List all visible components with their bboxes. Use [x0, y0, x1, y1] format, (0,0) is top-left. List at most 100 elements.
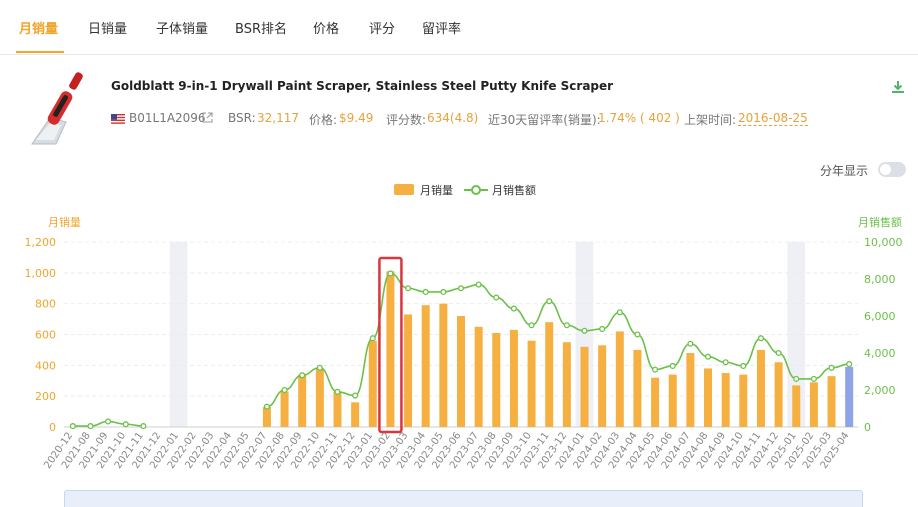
sales-bar	[404, 314, 413, 427]
sales-bar	[598, 345, 607, 427]
sales-bar	[439, 303, 448, 427]
y-left-tick-label: 800	[35, 298, 56, 311]
revenue-point	[316, 364, 323, 371]
sales-bar	[333, 391, 342, 427]
tab-bsr-rank[interactable]: BSR排名	[235, 22, 287, 37]
revenue-point	[793, 375, 800, 382]
revenue-point	[510, 305, 517, 312]
revenue-point	[69, 423, 76, 430]
tab-monthly-sales[interactable]: 月销量	[19, 22, 59, 37]
metric-tabs: 月销量 日销量 子体销量 BSR排名 价格 评分 留评率	[0, 0, 918, 55]
sales-bar	[792, 385, 801, 427]
revenue-point	[299, 372, 306, 379]
sales-bar	[315, 368, 324, 427]
tab-price[interactable]: 价格	[313, 22, 340, 37]
revenue-point	[722, 359, 729, 366]
revenue-point	[387, 270, 394, 277]
sales-bar	[756, 349, 765, 427]
revenue-point	[405, 285, 412, 292]
y-right-tick-label: 4,000	[864, 347, 896, 360]
y-right-tick-label: 10,000	[864, 236, 903, 249]
sales-bar	[633, 349, 642, 427]
sales-bar	[386, 271, 395, 427]
chart-zoom-slider[interactable]	[64, 490, 863, 507]
y-left-tick-label: 0	[49, 421, 56, 434]
revenue-point	[563, 322, 570, 329]
revenue-point	[281, 386, 288, 394]
sales-bar	[739, 374, 748, 427]
sales-bar	[809, 382, 818, 427]
legend-monthly-revenue[interactable]: 月销售额	[492, 184, 536, 197]
yearly-toggle-label: 分年显示	[820, 164, 869, 178]
sales-bar	[474, 326, 483, 427]
product-info: Goldblatt 9-in-1 Drywall Paint Scraper, …	[0, 62, 918, 145]
revenue-point	[546, 298, 553, 305]
download-icon[interactable]	[890, 79, 906, 95]
revenue-point	[140, 423, 147, 430]
review-rate-label: 近30天留评率(销量):	[488, 113, 601, 127]
tab-rating[interactable]: 评分	[369, 22, 396, 37]
bsr-value: 32,117	[257, 111, 299, 125]
revenue-point	[652, 366, 659, 373]
revenue-point	[352, 392, 359, 399]
product-image[interactable]	[26, 70, 92, 150]
sales-bar	[545, 322, 554, 427]
sales-bar	[280, 391, 289, 427]
y-right-tick-label: 0	[864, 421, 871, 434]
legend-bar-swatch[interactable]	[394, 184, 414, 195]
chart-legend: 月销量 月销售额	[0, 182, 918, 198]
revenue-point	[810, 375, 817, 382]
revenue-point	[422, 288, 429, 295]
sales-bar	[845, 366, 854, 427]
bsr-label: BSR:	[228, 111, 256, 125]
tab-review-rate[interactable]: 留评率	[422, 22, 462, 37]
sales-bar	[262, 406, 271, 427]
sales-bar	[492, 332, 501, 427]
revenue-point	[457, 285, 465, 292]
active-tab-indicator	[16, 51, 64, 53]
y-left-tick-label: 1,000	[25, 267, 57, 280]
toggle-knob	[880, 164, 891, 175]
sales-chart: 0 200 400 600 800 1,000 1,200 0 2,000 4,000 6,000 8…	[25, 215, 903, 471]
revenue-point	[846, 361, 853, 368]
sales-bar	[457, 316, 465, 427]
asin[interactable]: B01L1A2096	[129, 111, 206, 125]
y-right-axis-title: 月销售额	[858, 215, 902, 229]
revenue-point	[775, 349, 782, 357]
sales-bar	[651, 377, 660, 427]
tab-daily-sales[interactable]: 日销量	[88, 22, 128, 37]
y-left-axis-title: 月销量	[48, 215, 81, 229]
revenue-point	[122, 421, 129, 428]
review-rate-value: 1.74% ( 402 )	[598, 111, 680, 125]
listed-value: 2016-08-25	[738, 111, 808, 126]
sales-bar	[580, 346, 589, 427]
legend-line-swatch[interactable]	[464, 183, 488, 197]
yearly-toggle[interactable]	[878, 162, 906, 177]
revenue-point	[87, 423, 94, 430]
tab-variant-sales[interactable]: 子体销量	[156, 22, 209, 37]
y-right-tick-label: 8,000	[864, 273, 896, 286]
revenue-point	[599, 325, 606, 332]
highlight-box	[378, 256, 403, 434]
sales-bar	[774, 362, 783, 427]
revenue-point	[369, 335, 376, 342]
sales-bar	[704, 368, 713, 427]
sales-bar	[351, 402, 360, 427]
revenue-point	[616, 309, 623, 316]
y-left-tick-label: 400	[35, 359, 56, 372]
y-right-tick-label: 6,000	[864, 310, 896, 323]
legend-monthly-sales[interactable]: 月销量	[420, 184, 453, 197]
revenue-point	[634, 331, 641, 338]
y-left-tick-label: 200	[35, 390, 56, 403]
shaded-column	[787, 242, 806, 427]
sales-bar	[298, 374, 307, 427]
revenue-point	[669, 362, 676, 370]
price-label: 价格:	[309, 113, 338, 127]
sales-bar	[615, 331, 624, 427]
revenue-point	[528, 322, 535, 329]
us-flag-icon	[111, 113, 125, 127]
product-title[interactable]: Goldblatt 9-in-1 Drywall Paint Scraper, …	[111, 79, 614, 93]
revenue-line	[266, 272, 850, 408]
sales-bar	[562, 342, 571, 427]
external-link-icon[interactable]	[202, 112, 213, 126]
